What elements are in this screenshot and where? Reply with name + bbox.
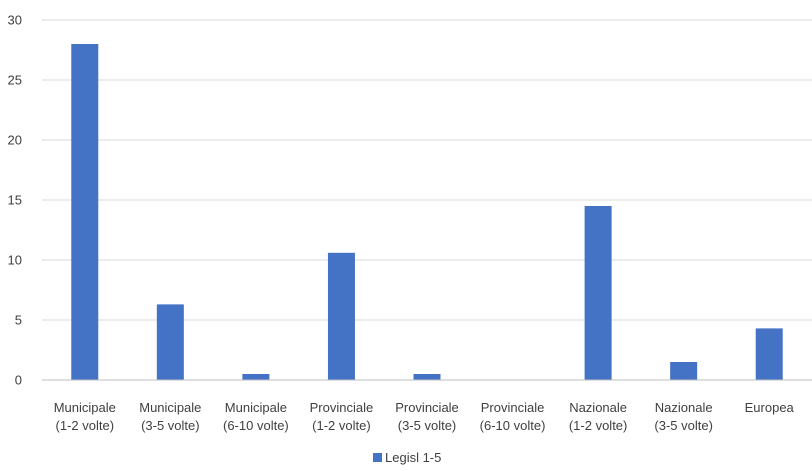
- y-tick-label: 20: [8, 133, 22, 148]
- bar: [156, 304, 184, 380]
- bar: [242, 374, 270, 380]
- legend-label: Legisl 1-5: [385, 450, 441, 465]
- x-tick-label: Nazionale (1-2 volte): [569, 400, 628, 433]
- bar: [71, 44, 99, 380]
- y-tick-label: 25: [8, 73, 22, 88]
- x-tick-label: Provinciale (3-5 volte): [395, 400, 459, 433]
- y-tick-label: 15: [8, 193, 22, 208]
- bar: [755, 328, 783, 380]
- bar: [413, 374, 441, 380]
- bar: [670, 362, 698, 380]
- legend-swatch: [373, 453, 382, 462]
- bar: [327, 252, 355, 380]
- y-tick-label: 0: [15, 373, 22, 388]
- x-tick-label: Provinciale (6-10 volte): [480, 400, 546, 433]
- y-tick-label: 5: [15, 313, 22, 328]
- x-tick-label: Municipale (1-2 volte): [54, 400, 116, 433]
- y-tick-label: 30: [8, 13, 22, 28]
- y-tick-label: 10: [8, 253, 22, 268]
- x-tick-label: Municipale (3-5 volte): [139, 400, 201, 433]
- x-tick-label: Provinciale (1-2 volte): [310, 400, 374, 433]
- x-tick-label: Municipale (6-10 volte): [223, 400, 289, 433]
- x-tick-label: Europea: [745, 400, 795, 415]
- x-tick-label: Nazionale (3-5 volte): [654, 400, 713, 433]
- bar: [584, 206, 612, 380]
